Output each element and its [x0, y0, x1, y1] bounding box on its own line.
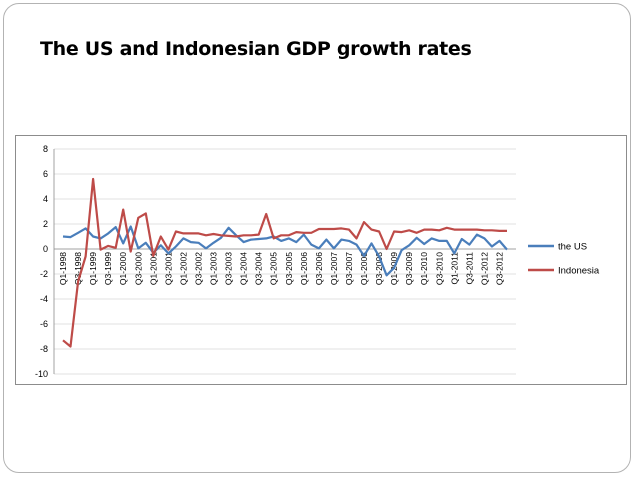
- x-tick-label: Q3-2000: [133, 252, 143, 285]
- y-tick-label: 2: [43, 219, 48, 229]
- legend: the US Indonesia: [528, 242, 600, 277]
- y-tick-label: -4: [40, 294, 48, 304]
- x-tick-label: Q3-2006: [314, 252, 324, 285]
- x-tick-label: Q1-1998: [58, 252, 68, 285]
- x-tick-label: Q1-2011: [449, 252, 459, 285]
- x-tick-label: Q3-2002: [193, 252, 203, 285]
- y-axis-ticks: 8 6 4 2 0 -2 -4 -6 -8 -10: [35, 144, 48, 379]
- x-tick-label: Q1-2010: [419, 252, 429, 285]
- x-tick-label: Q3-2011: [464, 252, 474, 285]
- x-tick-label: Q1-2003: [209, 252, 219, 285]
- x-tick-label: Q1-2004: [239, 252, 249, 285]
- x-tick-label: Q1-2000: [118, 252, 128, 285]
- legend-label: the US: [558, 242, 587, 253]
- x-tick-label: Q3-2004: [254, 252, 264, 285]
- y-tick-label: 4: [43, 194, 48, 204]
- series-line-indonesia: [62, 177, 507, 348]
- x-tick-label: Q3-2001: [163, 252, 173, 285]
- x-tick-label: Q1-2002: [178, 252, 188, 285]
- x-tick-label: Q1-2001: [148, 252, 158, 285]
- x-tick-label: Q1-2006: [299, 252, 309, 285]
- x-tick-label: Q3-2012: [494, 252, 504, 285]
- x-tick-label: Q3-2007: [344, 252, 354, 285]
- x-tick-label: Q3-1999: [103, 252, 113, 285]
- x-tick-label: Q3-2010: [434, 252, 444, 285]
- series-line-us: [62, 225, 508, 277]
- y-tick-label: -2: [40, 269, 48, 279]
- x-tick-label: Q3-2008: [374, 252, 384, 285]
- x-tick-label: Q1-2012: [479, 252, 489, 285]
- x-tick-label: Q3-2003: [224, 252, 234, 285]
- y-tick-label: 6: [43, 169, 48, 179]
- y-tick-label: -6: [40, 319, 48, 329]
- x-tick-label: Q3-2005: [284, 252, 294, 285]
- gdp-growth-line-chart: 8 6 4 2 0 -2 -4 -6 -8 -10 Q1-1998 Q3-1998 Q1-1999 Q3…: [35, 144, 600, 379]
- slide-title: The US and Indonesian GDP growth rates: [40, 38, 472, 60]
- x-tick-label: Q1-2008: [359, 252, 369, 285]
- x-tick-label: Q1-1999: [88, 252, 98, 285]
- chart-frame: 8 6 4 2 0 -2 -4 -6 -8 -10 Q1-1998 Q3-1998 Q1-1999 Q3…: [15, 135, 627, 385]
- x-axis-tick-labels: Q1-1998 Q3-1998 Q1-1999 Q3-1999 Q1-2000 Q3-20…: [58, 252, 504, 285]
- x-tick-label: Q3-2009: [404, 252, 414, 285]
- y-tick-label: 0: [43, 244, 48, 254]
- x-tick-label: Q3-1998: [73, 252, 83, 285]
- slide: The US and Indonesian GDP growth rates 8…: [3, 3, 631, 473]
- y-tick-label: 8: [43, 144, 48, 154]
- x-tick-label: Q1-2007: [329, 252, 339, 285]
- series-lines: [62, 177, 508, 348]
- legend-label: Indonesia: [558, 266, 600, 277]
- x-tick-label: Q1-2005: [269, 252, 279, 285]
- y-tick-label: -8: [40, 344, 48, 354]
- y-tick-label: -10: [35, 369, 48, 379]
